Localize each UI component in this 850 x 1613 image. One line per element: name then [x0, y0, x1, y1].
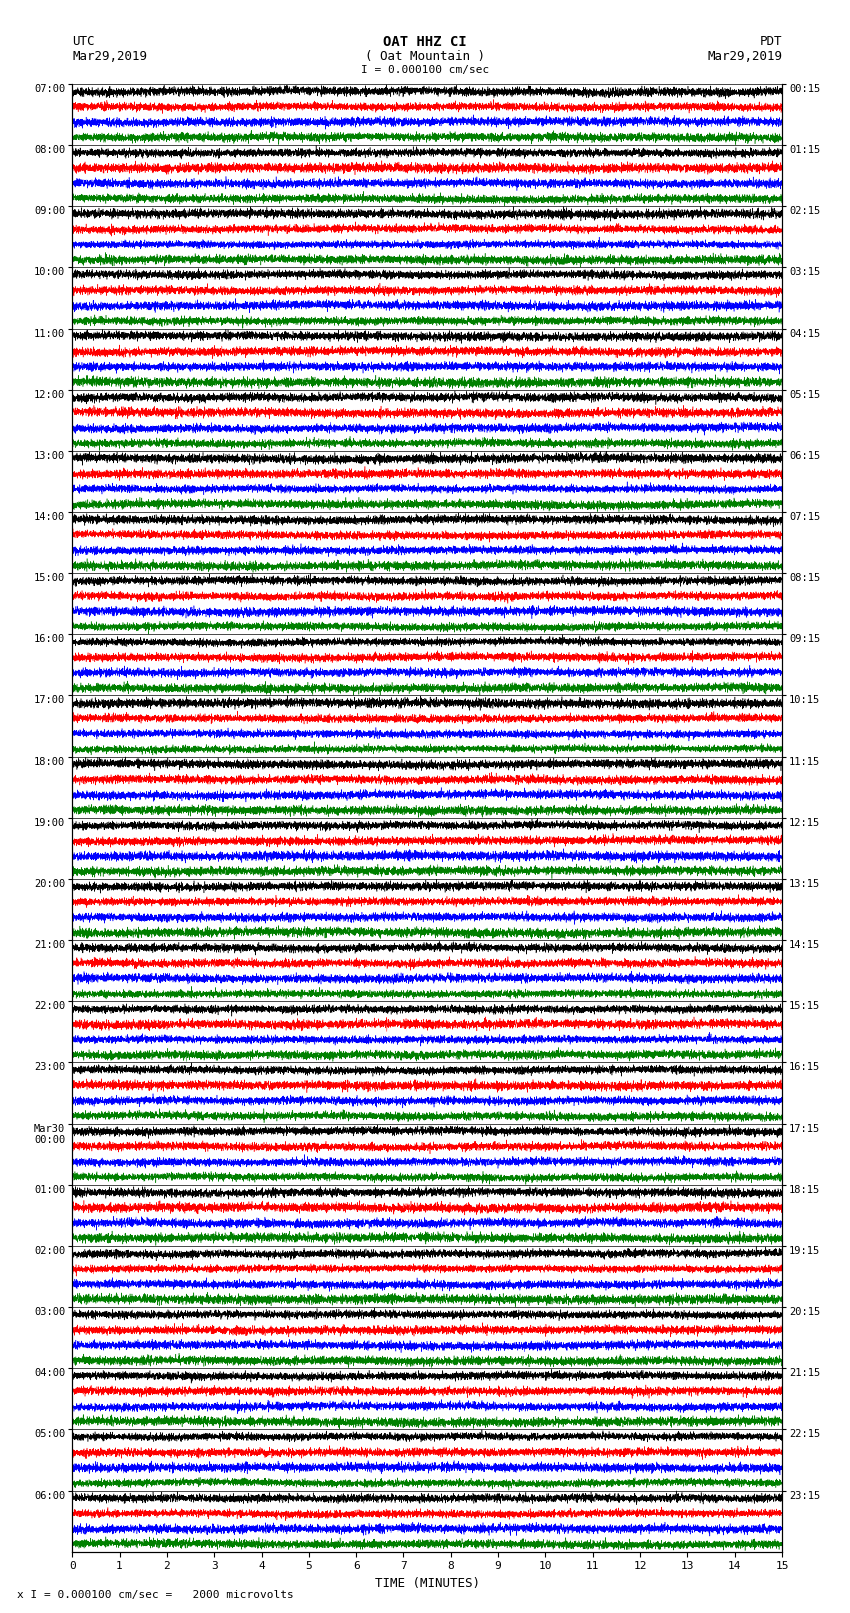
Text: I = 0.000100 cm/sec: I = 0.000100 cm/sec: [361, 65, 489, 74]
Text: UTC: UTC: [72, 35, 94, 48]
Text: Mar29,2019: Mar29,2019: [72, 50, 147, 63]
Text: PDT: PDT: [760, 35, 782, 48]
Text: x I = 0.000100 cm/sec =   2000 microvolts: x I = 0.000100 cm/sec = 2000 microvolts: [17, 1590, 294, 1600]
Text: OAT HHZ CI: OAT HHZ CI: [383, 35, 467, 50]
Text: ( Oat Mountain ): ( Oat Mountain ): [365, 50, 485, 63]
X-axis label: TIME (MINUTES): TIME (MINUTES): [375, 1578, 479, 1590]
Text: Mar29,2019: Mar29,2019: [707, 50, 782, 63]
